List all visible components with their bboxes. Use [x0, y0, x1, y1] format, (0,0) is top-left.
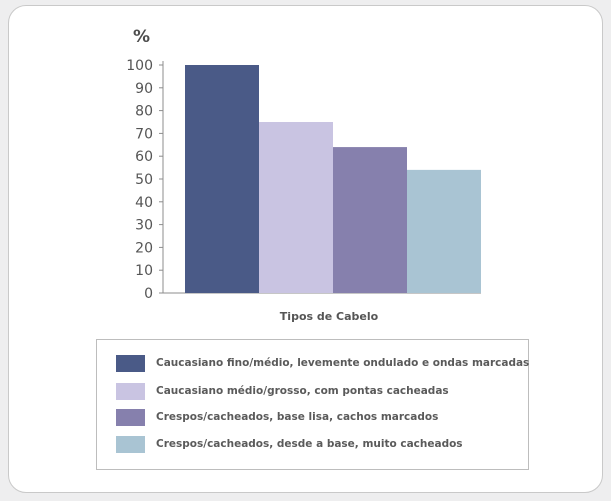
y-tick-label: 30 [135, 218, 153, 234]
legend-swatch-3 [116, 408, 145, 426]
x-axis-label: Tipos de Cabelo [280, 310, 379, 323]
legend-label-4: Crespos/cacheados, desde a base, muito c… [156, 438, 463, 450]
y-tick-label: 100 [126, 58, 153, 74]
y-tick-label: 40 [135, 195, 153, 211]
legend-item-2: Caucasiano médio/grosso, com pontas cach… [116, 381, 449, 401]
y-tick-label: 90 [135, 81, 153, 97]
y-tick-label: 10 [135, 263, 153, 279]
y-tick-label: 80 [135, 104, 153, 120]
legend-swatch-4 [116, 435, 145, 453]
legend-item-3: Crespos/cacheados, base lisa, cachos mar… [116, 407, 438, 427]
y-tick-label: 20 [135, 240, 153, 256]
y-tick-label: 0 [144, 286, 153, 302]
y-tick-label: 60 [135, 149, 153, 165]
bar-1 [185, 65, 259, 293]
legend-item-4: Crespos/cacheados, desde a base, muito c… [116, 434, 463, 454]
legend-label-2: Caucasiano médio/grosso, com pontas cach… [156, 385, 449, 397]
legend-swatch-1 [116, 354, 145, 372]
legend-label-3: Crespos/cacheados, base lisa, cachos mar… [156, 411, 439, 423]
bar-4 [407, 169, 481, 293]
y-tick-label: 70 [135, 126, 153, 142]
chart-legend: Caucasiano fino/médio, levemente ondulad… [96, 339, 529, 470]
bar-3 [333, 147, 407, 293]
legend-item-1: Caucasiano fino/médio, levemente ondulad… [116, 353, 529, 373]
bar-2 [259, 122, 333, 293]
y-axis-label: % [133, 27, 150, 47]
legend-label-1: Caucasiano fino/médio, levemente ondulad… [156, 357, 530, 369]
legend-swatch-2 [116, 382, 145, 400]
y-tick-label: 50 [135, 172, 153, 188]
